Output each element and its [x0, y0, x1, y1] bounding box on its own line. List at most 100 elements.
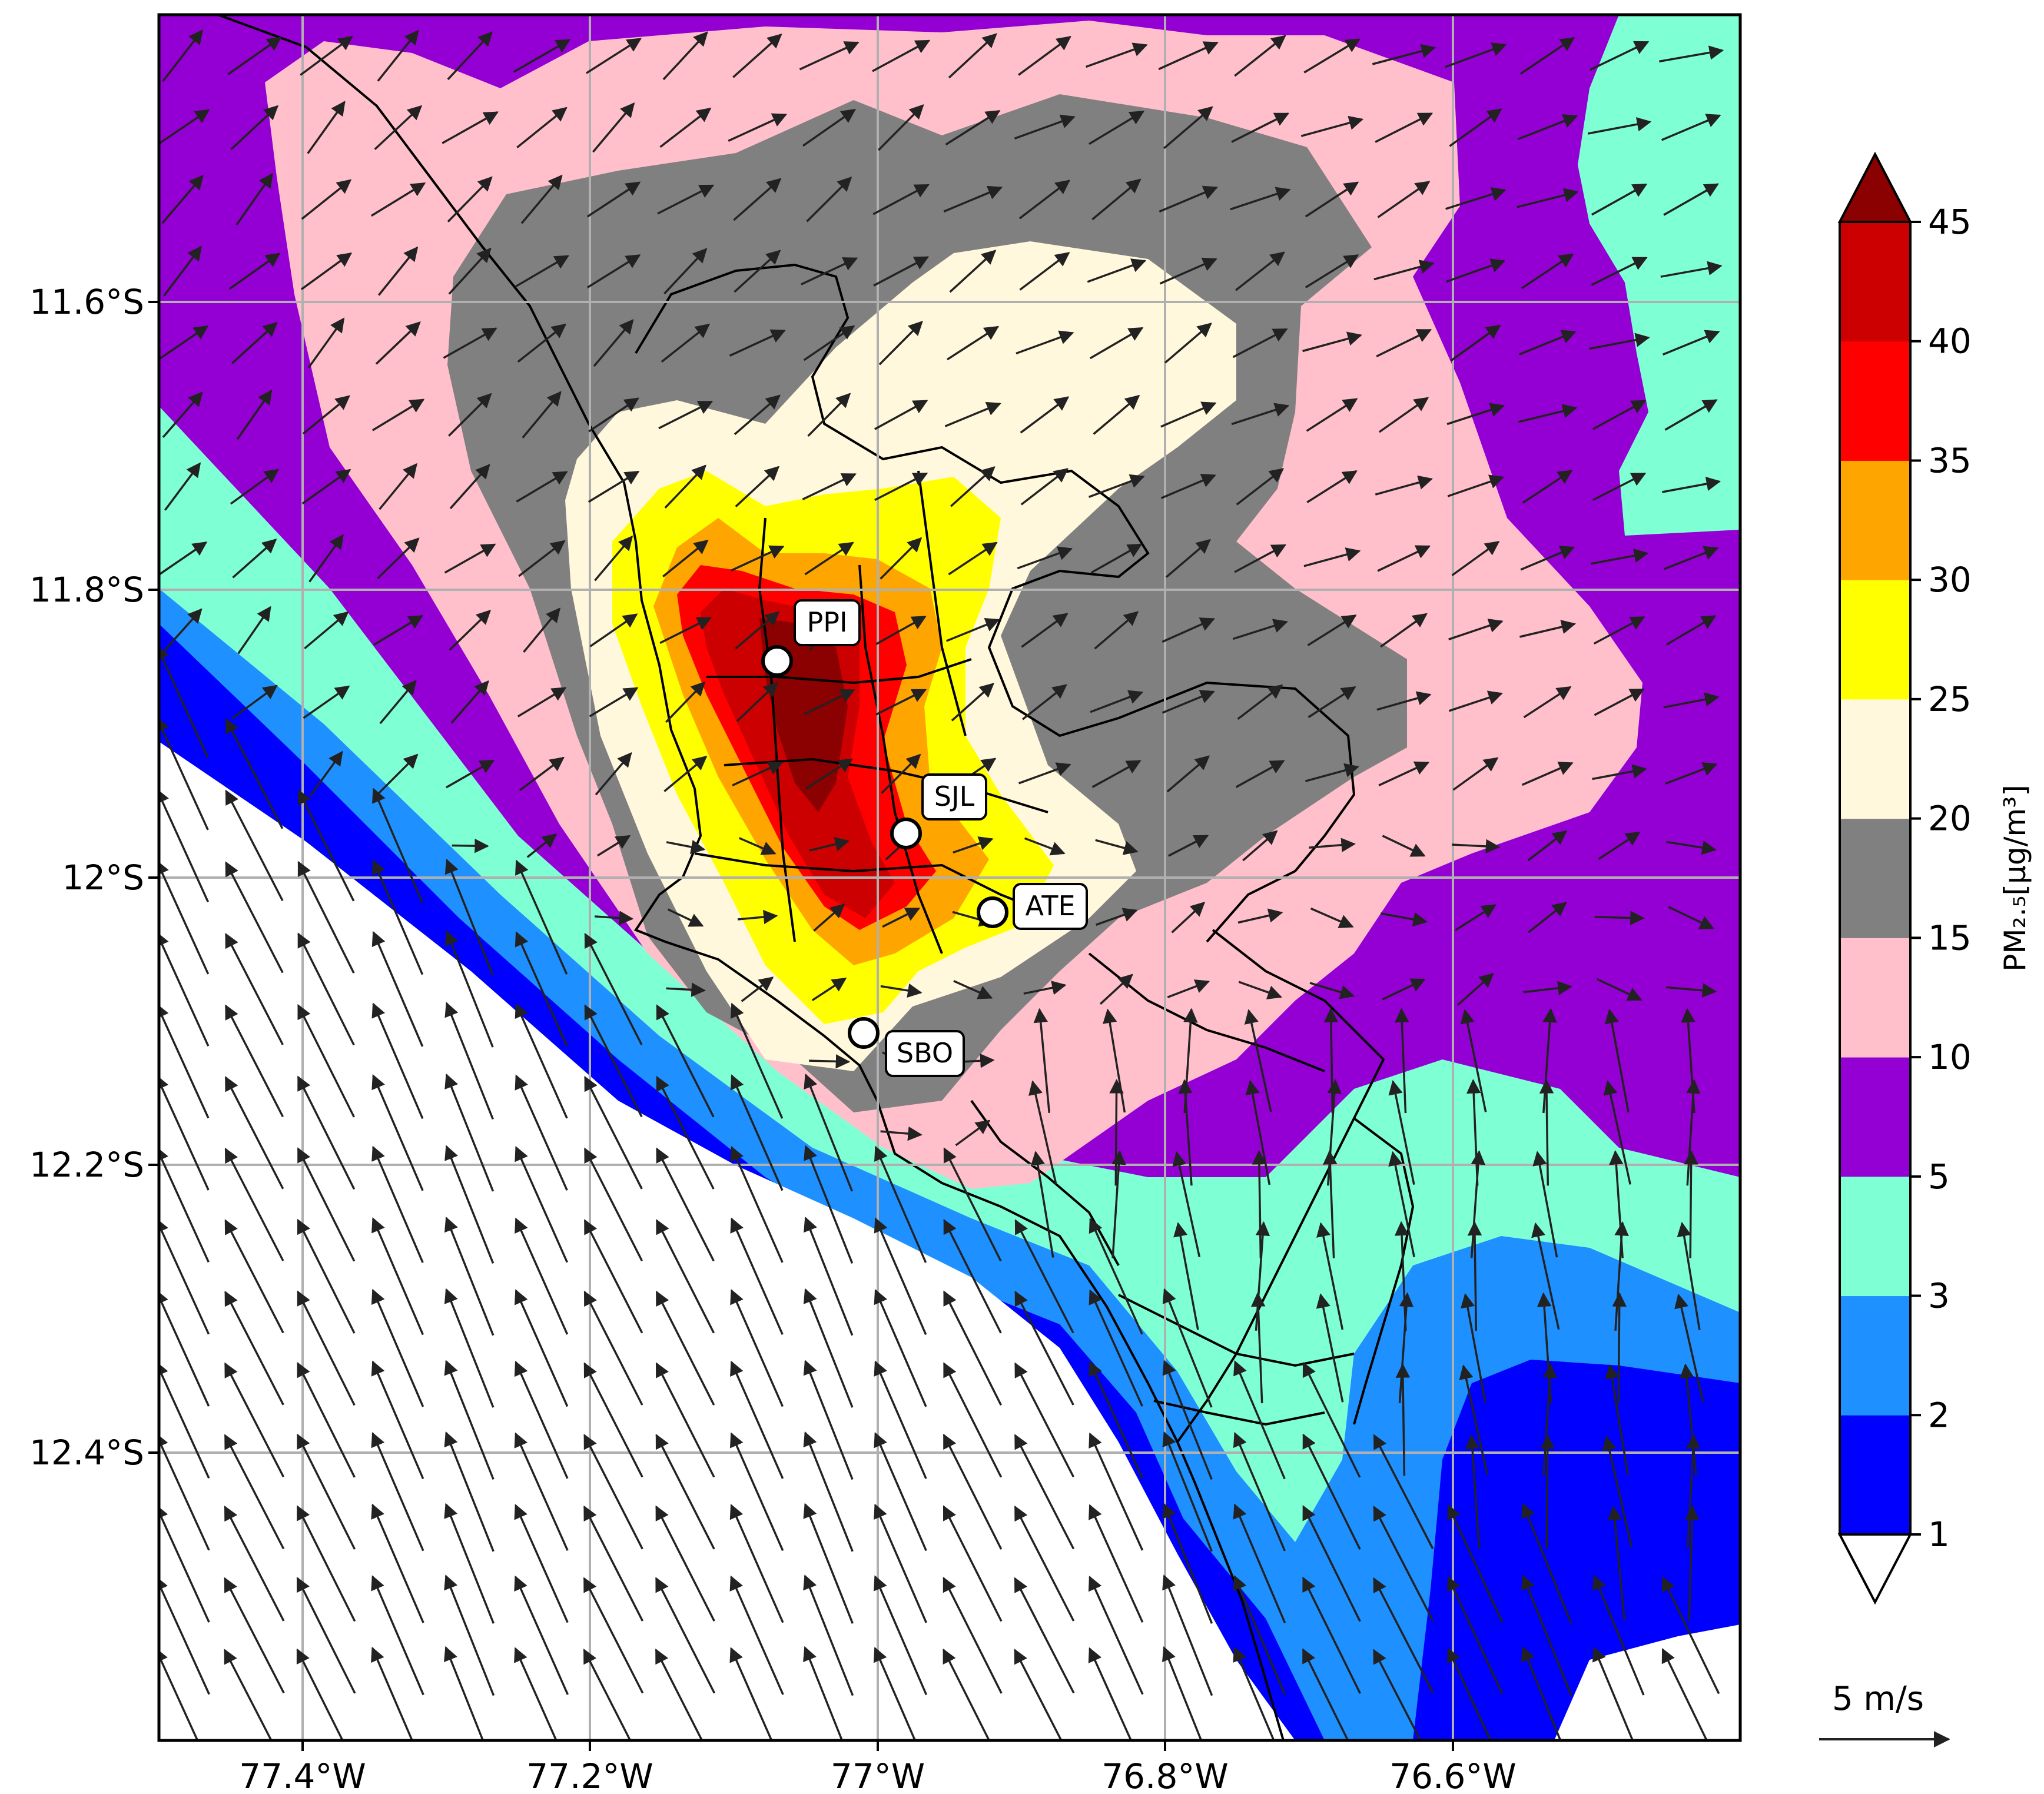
wind-arrow: [444, 1073, 495, 1192]
wind-arrow: [159, 859, 210, 975]
wind-arrow: [159, 1146, 210, 1263]
pm-band-under-1: [159, 742, 1295, 1740]
wind-arrow: [442, 111, 499, 144]
wind-arrow: [1684, 1505, 1700, 1621]
wind-arrow: [583, 1290, 643, 1406]
wind-arrow: [379, 463, 417, 510]
station-label: ATE: [1025, 890, 1075, 922]
wind-arrow: [1307, 614, 1357, 646]
wind-arrow: [159, 931, 210, 1046]
wind-arrow: [1661, 114, 1721, 141]
wind-arrow: [1230, 187, 1291, 211]
wind-arrow: [159, 1361, 210, 1479]
wind-arrow: [162, 391, 203, 438]
district-boundary: [917, 470, 967, 736]
wind-arrow: [1090, 690, 1144, 713]
wind-arrow: [370, 182, 426, 217]
wind-arrow: [1531, 1222, 1560, 1330]
wind-arrow: [449, 609, 492, 651]
wind-arrow: [1111, 1150, 1126, 1258]
wind-arrow: [1233, 1646, 1275, 1740]
wind-arrow: [371, 1503, 424, 1623]
wind-arrow: [732, 761, 784, 786]
station-label-box: [1013, 883, 1088, 930]
wind-arrow: [1237, 684, 1283, 720]
colorbar-band-3-5: [1840, 1176, 1910, 1297]
wind-arrow: [813, 903, 845, 932]
wind-arrow: [1521, 1574, 1572, 1696]
wind-arrow: [514, 1575, 569, 1695]
wind-arrow: [874, 1575, 928, 1696]
wind-arrow: [1018, 180, 1070, 220]
wind-arrow: [1665, 762, 1718, 785]
wind-arrow: [1163, 106, 1213, 150]
wind-arrow: [1303, 38, 1361, 74]
station-ate[interactable]: ATE: [977, 883, 1088, 930]
wind-arrow: [1165, 539, 1211, 578]
map-panel: PPI SJL ATE SBO: [159, 15, 1740, 1740]
wind-arrow: [1033, 1008, 1051, 1113]
wind-arrow: [1372, 44, 1436, 65]
wind-arrow: [162, 29, 203, 82]
wind-arrow: [666, 982, 706, 997]
wind-arrow: [159, 1576, 210, 1695]
wind-arrow: [728, 113, 788, 142]
wind-arrow: [1014, 1434, 1075, 1550]
wind-arrow: [1014, 1505, 1075, 1622]
wind-arrow: [1016, 330, 1074, 355]
wind-arrow: [519, 756, 565, 792]
wind-arrow: [1158, 41, 1219, 71]
wind-arrow: [589, 687, 639, 717]
wind-arrow: [371, 1646, 413, 1740]
wind-arrow: [297, 1147, 356, 1262]
wind-arrow: [1382, 978, 1426, 1001]
y-axis: 11.6°S 11.8°S 12°S 12.2°S 12.4°S: [29, 282, 159, 1473]
wind-arrow: [872, 184, 930, 215]
wind-arrow: [1592, 472, 1647, 501]
wind-arrow: [375, 321, 421, 365]
station-ppi[interactable]: PPI: [761, 599, 861, 677]
wind-arrow: [594, 535, 633, 582]
wind-arrow: [159, 1218, 210, 1335]
wind-arrow: [1378, 397, 1429, 433]
colorbar-tick-label: 35: [1928, 440, 1972, 480]
wind-arrow: [1323, 1008, 1339, 1114]
wind-arrow: [224, 1362, 285, 1478]
wind-arrow: [1388, 1079, 1415, 1185]
wind-arrow: [1664, 399, 1718, 431]
wind-arrow: [1171, 902, 1206, 933]
wind-arrow: [593, 319, 634, 367]
wind-arrow: [1091, 760, 1142, 788]
wind-arrow: [943, 1218, 1002, 1334]
gridlines: [159, 15, 1740, 1740]
wind-arrow: [1664, 546, 1719, 570]
district-boundary: [858, 564, 943, 954]
wind-arrow: [729, 1432, 784, 1552]
wind-arrow: [1018, 36, 1071, 76]
wind-arrow: [1668, 906, 1715, 929]
wind-arrow: [588, 470, 640, 503]
wind-arrow: [804, 541, 854, 576]
station-sjl[interactable]: SJL: [890, 773, 987, 849]
wind-arrow: [1542, 1363, 1557, 1476]
wind-arrow: [447, 31, 493, 81]
station-sbo[interactable]: SBO: [848, 1017, 965, 1077]
wind-arrow: [586, 181, 641, 218]
wind-arrow: [159, 716, 209, 830]
wind-arrow: [231, 685, 278, 720]
wind-arrow: [1160, 401, 1217, 428]
wind-arrow: [515, 931, 568, 1047]
wind-arrow: [227, 36, 282, 75]
wind-arrow: [1395, 1363, 1411, 1476]
wind-arrow: [1162, 1574, 1213, 1696]
station-label: PPI: [807, 606, 847, 638]
wind-arrow: [224, 1004, 284, 1118]
wind-arrow: [1532, 1151, 1558, 1258]
wind-arrow: [1302, 1433, 1361, 1550]
wind-arrow: [297, 1075, 356, 1190]
wind-arrow: [1460, 1009, 1487, 1112]
wind-arrow: [1089, 1432, 1144, 1551]
coastline: [217, 15, 1285, 1740]
wind-arrow: [297, 1362, 356, 1478]
wind-arrow: [1378, 761, 1430, 786]
